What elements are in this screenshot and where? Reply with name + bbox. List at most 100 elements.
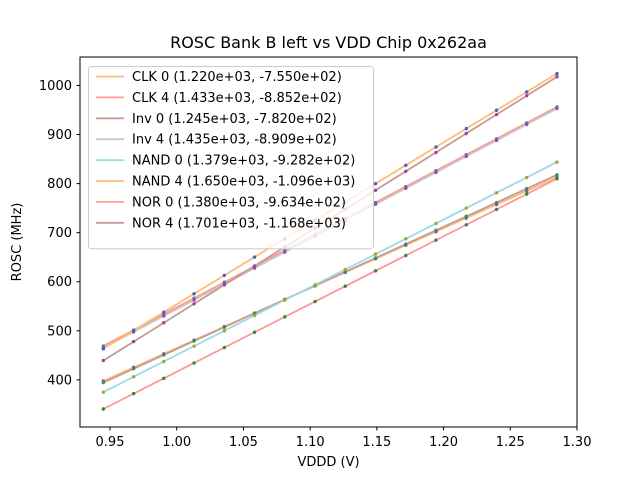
data-point-nor-4 bbox=[252, 264, 257, 268]
data-point-nor-4 bbox=[464, 131, 468, 136]
data-point-nor-0 bbox=[252, 330, 257, 334]
data-point-nand-4 bbox=[494, 108, 499, 112]
data-point-nor-0 bbox=[162, 376, 166, 381]
data-point-nand-4 bbox=[101, 347, 106, 351]
data-point-nor-0 bbox=[434, 238, 438, 242]
data-point-nor-0 bbox=[222, 345, 227, 350]
data-point-nand-0 bbox=[162, 359, 166, 364]
x-tick-label: 1.25 bbox=[496, 435, 525, 450]
data-point-nor-0 bbox=[131, 391, 136, 396]
data-point-nand-4 bbox=[404, 163, 408, 168]
data-point-nor-4 bbox=[524, 93, 529, 98]
legend-label-clk-0: CLK 0 (1.220e+03, -7.550e+02) bbox=[132, 70, 342, 85]
data-point-nor-0 bbox=[101, 407, 106, 411]
x-tick-label: 0.95 bbox=[96, 435, 125, 450]
data-point-inv-4 bbox=[404, 186, 408, 190]
data-point-nor-0 bbox=[494, 207, 499, 212]
legend-label-nand-4: NAND 4 (1.650e+03, -1.096e+03) bbox=[132, 175, 355, 190]
y-tick-label: 1000 bbox=[39, 79, 72, 94]
data-point-nor-0 bbox=[283, 315, 287, 319]
data-point-nand-0 bbox=[494, 191, 499, 195]
data-point-nor-4 bbox=[222, 283, 227, 287]
data-point-nand-0 bbox=[131, 375, 136, 379]
data-point-inv-4 bbox=[524, 122, 529, 127]
data-point-inv-4 bbox=[283, 250, 287, 254]
data-point-nand-0 bbox=[524, 175, 529, 180]
data-point-nand-0 bbox=[101, 390, 106, 394]
y-axis-label: ROSC (MHz) bbox=[10, 203, 25, 282]
data-point-nand-0 bbox=[373, 252, 378, 256]
data-point-inv-4 bbox=[192, 298, 196, 302]
legend-label-inv-4: Inv 4 (1.435e+03, -8.909e+02) bbox=[132, 133, 337, 148]
data-point-nor-0 bbox=[343, 284, 347, 288]
data-point-nand-4 bbox=[434, 145, 438, 149]
data-point-nand-4 bbox=[373, 181, 378, 186]
data-point-nand-4 bbox=[162, 310, 166, 314]
axes-layer: 0.95 1.00 1.05 1.10 1.15 1.20 1.25 1.30 400 500 60… bbox=[39, 56, 592, 450]
data-point-nand-0 bbox=[283, 298, 287, 302]
data-point-nand-0 bbox=[313, 283, 317, 287]
x-axis-label: VDDD (V) bbox=[297, 455, 359, 470]
fit-line-inv-0 bbox=[102, 173, 558, 384]
data-point-inv-0 bbox=[343, 270, 347, 274]
x-tick-label: 1.10 bbox=[296, 435, 325, 450]
y-tick-label: 800 bbox=[47, 177, 72, 192]
legend-box bbox=[88, 66, 374, 250]
legend-label-nor-4: NOR 4 (1.701e+03, -1.168e+03) bbox=[132, 216, 346, 231]
data-point-inv-0 bbox=[131, 367, 136, 371]
data-point-nand-0 bbox=[252, 313, 257, 318]
y-tick-label: 400 bbox=[47, 373, 72, 388]
axes-spines bbox=[79, 56, 578, 428]
data-point-inv-4 bbox=[162, 314, 166, 318]
legend-label-inv-0: Inv 0 (1.245e+03, -7.820e+02) bbox=[132, 112, 337, 127]
data-point-inv-4 bbox=[555, 106, 559, 111]
data-point-inv-4 bbox=[464, 154, 468, 159]
legend-label-clk-4: CLK 4 (1.433e+03, -8.852e+02) bbox=[132, 91, 342, 106]
data-point-nand-0 bbox=[192, 344, 196, 348]
data-point-nor-0 bbox=[313, 299, 317, 304]
x-tick-label: 1.30 bbox=[563, 435, 592, 450]
data-point-inv-0 bbox=[555, 173, 559, 177]
y-tick-label: 500 bbox=[47, 324, 72, 339]
data-point-nor-4 bbox=[101, 358, 106, 363]
data-point-nand-4 bbox=[252, 255, 257, 259]
data-point-nand-4 bbox=[222, 273, 227, 278]
chart-title: ROSC Bank B left vs VDD Chip 0x262aa bbox=[170, 33, 487, 52]
y-tick-label: 900 bbox=[47, 128, 72, 143]
legend-label-nor-0: NOR 0 (1.380e+03, -9.634e+02) bbox=[132, 195, 346, 210]
data-point-nand-0 bbox=[343, 267, 347, 272]
data-point-inv-0 bbox=[192, 339, 196, 343]
y-tick-label: 700 bbox=[47, 226, 72, 241]
data-point-nand-0 bbox=[404, 237, 408, 241]
data-point-inv-0 bbox=[373, 256, 378, 260]
data-point-nand-4 bbox=[464, 126, 468, 131]
data-point-nor-4 bbox=[494, 112, 499, 117]
data-point-nand-4 bbox=[192, 292, 196, 296]
data-point-inv-4 bbox=[494, 138, 499, 143]
data-point-inv-0 bbox=[162, 353, 166, 357]
data-point-inv-0 bbox=[404, 242, 408, 246]
x-tick-label: 1.05 bbox=[229, 435, 258, 450]
data-point-nor-0 bbox=[404, 253, 408, 258]
data-point-nor-0 bbox=[524, 192, 529, 196]
data-point-nand-0 bbox=[434, 221, 438, 226]
data-point-nand-0 bbox=[464, 206, 468, 210]
data-point-nor-4 bbox=[434, 150, 438, 155]
x-tick-label: 1.20 bbox=[429, 435, 458, 450]
data-point-inv-0 bbox=[434, 228, 438, 232]
legend: CLK 0 (1.220e+03, -7.550e+02) CLK 4 (1.43… bbox=[88, 66, 374, 250]
data-point-inv-0 bbox=[464, 214, 468, 219]
data-point-inv-0 bbox=[222, 325, 227, 329]
data-point-inv-0 bbox=[494, 200, 499, 205]
data-point-nand-4 bbox=[555, 71, 559, 76]
data-point-nand-4 bbox=[131, 328, 136, 333]
data-point-inv-4 bbox=[373, 202, 378, 206]
x-tick-label: 1.15 bbox=[362, 435, 391, 450]
data-point-nor-4 bbox=[192, 302, 196, 306]
y-tick-label: 600 bbox=[47, 275, 72, 290]
data-point-nor-4 bbox=[373, 188, 378, 192]
legend-label-nand-0: NAND 0 (1.379e+03, -9.282e+02) bbox=[132, 154, 355, 169]
data-point-inv-4 bbox=[434, 170, 438, 175]
